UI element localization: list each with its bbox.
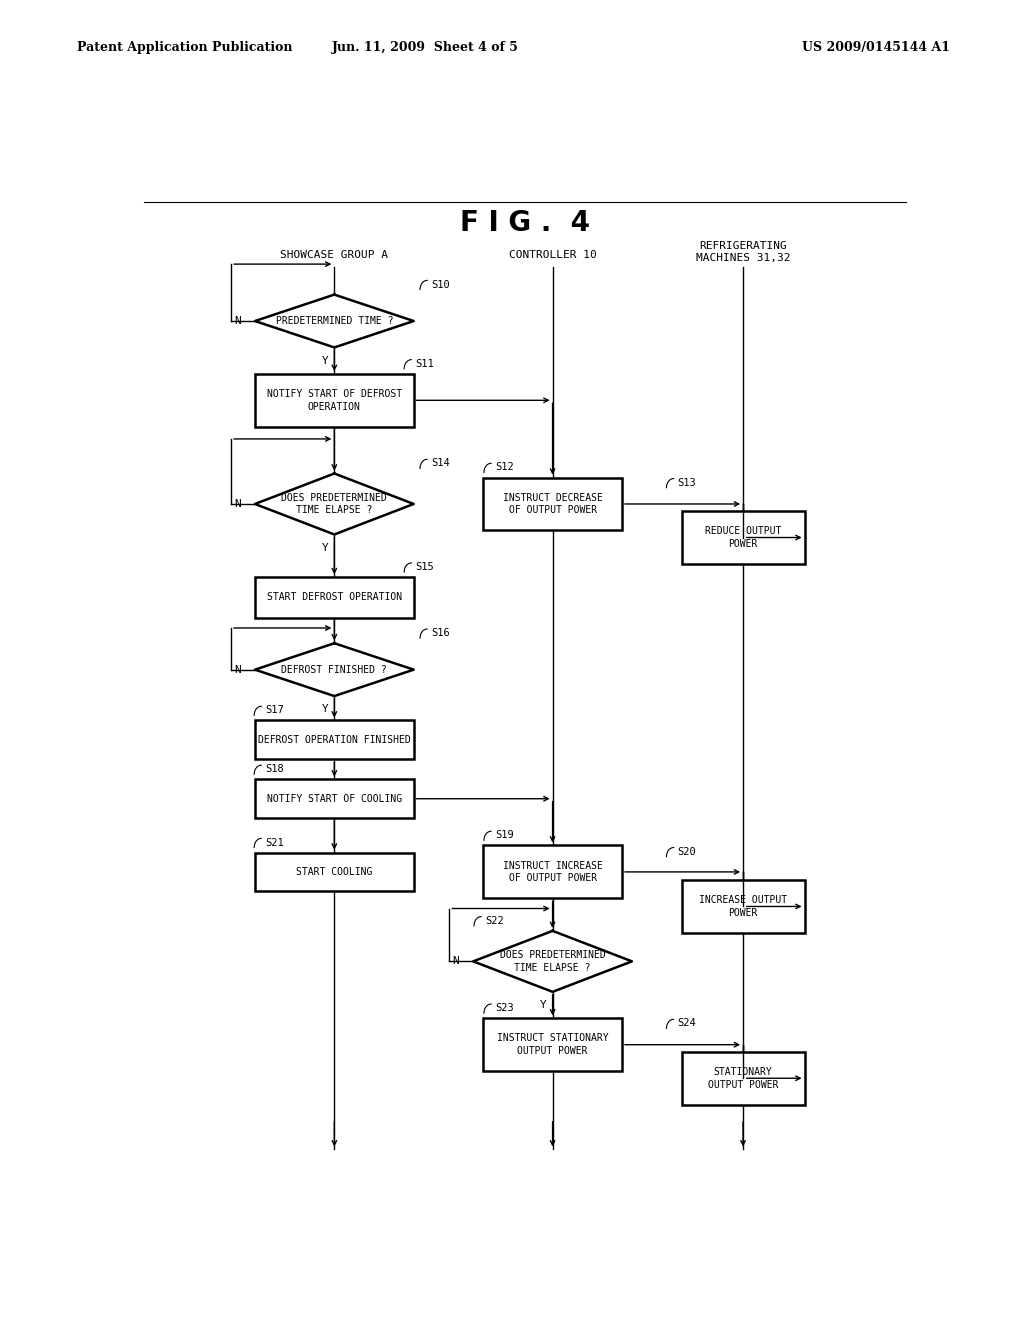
Bar xyxy=(682,1052,805,1105)
Bar xyxy=(483,478,622,531)
Bar xyxy=(483,846,622,899)
Text: N: N xyxy=(453,957,459,966)
Text: CONTROLLER 10: CONTROLLER 10 xyxy=(509,249,596,260)
Text: SHOWCASE GROUP A: SHOWCASE GROUP A xyxy=(281,249,388,260)
Text: NOTIFY START OF DEFROST
OPERATION: NOTIFY START OF DEFROST OPERATION xyxy=(267,389,401,412)
Text: S20: S20 xyxy=(678,846,696,857)
Text: INCREASE OUTPUT
POWER: INCREASE OUTPUT POWER xyxy=(699,895,787,917)
Text: START COOLING: START COOLING xyxy=(296,867,373,876)
Text: S23: S23 xyxy=(495,1003,514,1014)
Text: DOES PREDETERMINED
TIME ELAPSE ?: DOES PREDETERMINED TIME ELAPSE ? xyxy=(282,492,387,515)
Text: REDUCE OUTPUT
POWER: REDUCE OUTPUT POWER xyxy=(705,527,781,549)
Text: PREDETERMINED TIME ?: PREDETERMINED TIME ? xyxy=(275,315,393,326)
Text: DEFROST FINISHED ?: DEFROST FINISHED ? xyxy=(282,665,387,675)
Text: START DEFROST OPERATION: START DEFROST OPERATION xyxy=(267,593,401,602)
Bar xyxy=(255,721,414,759)
Text: DOES PREDETERMINED
TIME ELAPSE ?: DOES PREDETERMINED TIME ELAPSE ? xyxy=(500,950,605,973)
Text: F I G .  4: F I G . 4 xyxy=(460,210,590,238)
Text: S10: S10 xyxy=(431,280,450,289)
Text: S17: S17 xyxy=(265,705,284,715)
Text: S15: S15 xyxy=(416,562,434,572)
Text: S16: S16 xyxy=(431,628,450,638)
Text: US 2009/0145144 A1: US 2009/0145144 A1 xyxy=(802,41,949,54)
Polygon shape xyxy=(473,931,632,991)
Bar xyxy=(255,374,414,426)
Text: INSTRUCT DECREASE
OF OUTPUT POWER: INSTRUCT DECREASE OF OUTPUT POWER xyxy=(503,492,602,515)
Text: Y: Y xyxy=(322,543,328,553)
Bar xyxy=(483,1018,622,1071)
Text: INSTRUCT INCREASE
OF OUTPUT POWER: INSTRUCT INCREASE OF OUTPUT POWER xyxy=(503,861,602,883)
Text: Y: Y xyxy=(540,1001,547,1010)
Polygon shape xyxy=(255,294,414,347)
Bar xyxy=(255,853,414,891)
Text: S11: S11 xyxy=(416,359,434,368)
Text: S18: S18 xyxy=(265,764,284,775)
Bar xyxy=(255,577,414,618)
Text: S22: S22 xyxy=(485,916,504,925)
Text: S12: S12 xyxy=(495,462,514,473)
Text: DEFROST OPERATION FINISHED: DEFROST OPERATION FINISHED xyxy=(258,735,411,744)
Text: Y: Y xyxy=(322,355,328,366)
Bar xyxy=(682,880,805,933)
Polygon shape xyxy=(255,643,414,696)
Text: S14: S14 xyxy=(431,458,450,469)
Text: STATIONARY
OUTPUT POWER: STATIONARY OUTPUT POWER xyxy=(708,1067,778,1089)
Text: S19: S19 xyxy=(495,830,514,841)
Text: NOTIFY START OF COOLING: NOTIFY START OF COOLING xyxy=(267,793,401,804)
Text: S13: S13 xyxy=(678,478,696,487)
Text: S24: S24 xyxy=(678,1019,696,1028)
Text: N: N xyxy=(234,499,241,510)
Text: S21: S21 xyxy=(265,837,284,847)
Text: Jun. 11, 2009  Sheet 4 of 5: Jun. 11, 2009 Sheet 4 of 5 xyxy=(332,41,518,54)
Text: INSTRUCT STATIONARY
OUTPUT POWER: INSTRUCT STATIONARY OUTPUT POWER xyxy=(497,1034,608,1056)
Text: Patent Application Publication: Patent Application Publication xyxy=(77,41,292,54)
Text: N: N xyxy=(234,315,241,326)
Polygon shape xyxy=(255,474,414,535)
Bar xyxy=(682,511,805,564)
Text: N: N xyxy=(234,665,241,675)
Text: Y: Y xyxy=(322,705,328,714)
Bar xyxy=(255,779,414,818)
Text: REFRIGERATING
MACHINES 31,32: REFRIGERATING MACHINES 31,32 xyxy=(695,240,791,263)
